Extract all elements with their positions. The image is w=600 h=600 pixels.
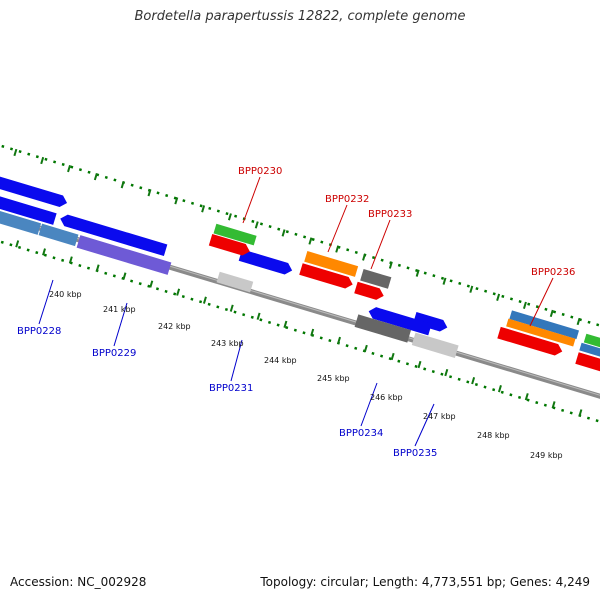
gene-feature-red-e[interactable]: [575, 352, 600, 376]
callout-line-bpp0229: [113, 302, 128, 347]
kbp-label: 246 kbp: [370, 393, 403, 402]
gene-feature-forward-blue-247[interactable]: [413, 311, 449, 333]
gene-feature-steelblue[interactable]: [509, 310, 580, 340]
kbp-label: 243 kbp: [211, 339, 244, 348]
callout-line-bpp0231: [230, 339, 243, 382]
gene-feature-reverse-blue-b[interactable]: [59, 213, 168, 257]
gene-feature-lightgray[interactable]: [216, 271, 254, 293]
callout-line-bpp0233: [370, 219, 391, 270]
gene-feature-reverse-blue-a[interactable]: [0, 190, 57, 225]
gene-label-bpp0230[interactable]: BPP0230: [238, 166, 282, 177]
kbp-label: 249 kbp: [530, 451, 563, 460]
outer-tick-track: [1, 144, 600, 327]
inner-tick-track: [0, 240, 599, 423]
callout-line-bpp0230: [242, 176, 261, 224]
gene-feature-lightgray-b[interactable]: [411, 332, 459, 358]
gene-feature-steelblue-d[interactable]: [38, 223, 79, 247]
gene-feature-purple[interactable]: [76, 235, 172, 275]
gene-feature-gray-a[interactable]: [360, 268, 392, 289]
kbp-label: 247 kbp: [423, 412, 456, 421]
kbp-label: 244 kbp: [264, 356, 297, 365]
gene-feature-forward-blue-small[interactable]: [238, 249, 294, 276]
footer-stats: Topology: circular; Length: 4,773,551 bp…: [260, 575, 590, 589]
gene-feature-orange[interactable]: [304, 251, 359, 277]
gene-feature-green-b[interactable]: [583, 333, 600, 354]
gene-feature-green[interactable]: [213, 223, 257, 246]
gene-label-bpp0228[interactable]: BPP0228: [17, 326, 61, 337]
gene-feature-orange-b[interactable]: [506, 318, 576, 347]
map-title: Bordetella parapertussis 12822, complete…: [134, 9, 466, 24]
gene-label-bpp0234[interactable]: BPP0234: [339, 428, 383, 439]
gene-feature-steelblue-c[interactable]: [0, 203, 42, 235]
gene-labels: BPP0228 BPP0229 BPP0230 BPP0231 BPP0232 BPP02…: [17, 166, 575, 459]
callout-line-bpp0236: [529, 277, 554, 327]
kbp-labels: 240 kbp 241 kbp 242 kbp 243 kbp 244 kbp 245 k…: [49, 290, 563, 460]
callout-line-bpp0235: [414, 403, 435, 447]
callout-line-bpp0232: [327, 204, 348, 253]
gene-label-bpp0232[interactable]: BPP0232: [325, 194, 369, 205]
footer-accession: Accession: NC_002928: [10, 575, 147, 589]
callout-line-bpp0234: [360, 382, 378, 427]
gene-feature-red-c[interactable]: [354, 281, 385, 302]
kbp-label: 245 kbp: [317, 374, 350, 383]
gene-label-bpp0233[interactable]: BPP0233: [368, 209, 412, 220]
gene-feature-forward-blue-partial[interactable]: [0, 171, 69, 209]
callout-line-bpp0228: [38, 279, 54, 325]
gene-feature-reverse-blue-245[interactable]: [367, 305, 432, 336]
gene-feature-darkgray[interactable]: [354, 314, 412, 343]
gene-label-bpp0235[interactable]: BPP0235: [393, 448, 437, 459]
kbp-label: 241 kbp: [103, 305, 136, 314]
gene-label-bpp0231[interactable]: BPP0231: [209, 383, 253, 394]
gene-callout-lines: [38, 176, 554, 447]
gene-feature-red-d[interactable]: [497, 326, 564, 357]
gene-label-bpp0236[interactable]: BPP0236: [531, 267, 575, 278]
kbp-label: 242 kbp: [158, 322, 191, 331]
gene-feature-red-b[interactable]: [299, 263, 354, 290]
gene-label-bpp0229[interactable]: BPP0229: [92, 348, 136, 359]
kbp-label: 240 kbp: [49, 290, 82, 299]
kbp-label: 248 kbp: [477, 431, 510, 440]
gene-feature-red-a[interactable]: [208, 234, 252, 257]
